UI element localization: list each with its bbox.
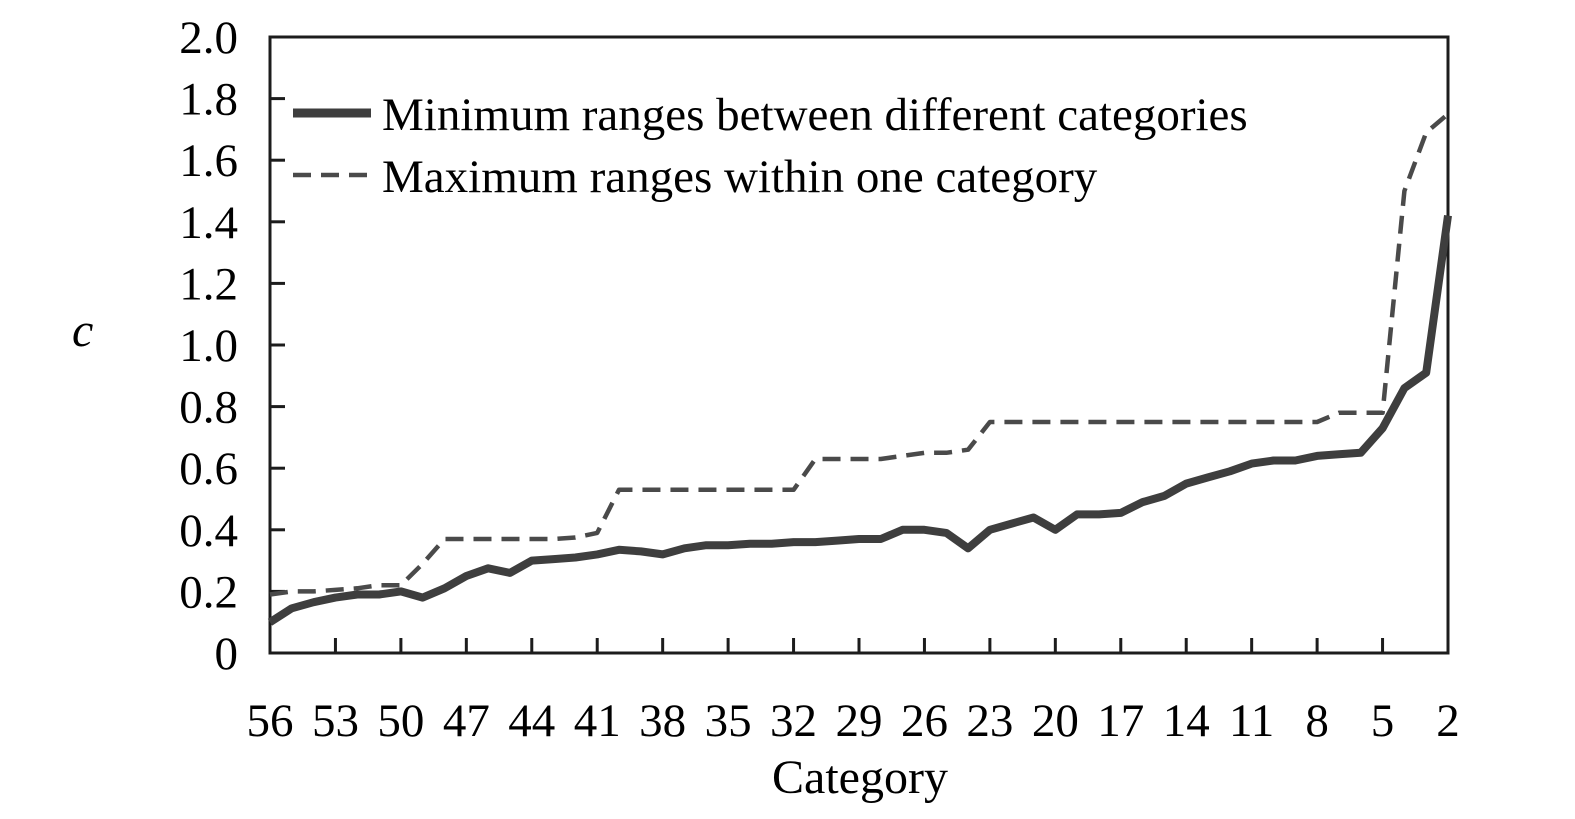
x-tick-label: 20 — [1032, 695, 1079, 747]
y-tick-label: 0 — [215, 628, 239, 680]
x-tick-label: 47 — [443, 695, 490, 747]
x-tick-label: 5 — [1371, 695, 1395, 747]
x-tick-label: 41 — [574, 695, 621, 747]
y-tick-label: 0.6 — [179, 443, 238, 495]
x-tick-label: 23 — [966, 695, 1013, 747]
y-tick-label: 2.0 — [179, 12, 238, 64]
x-tick-label: 32 — [770, 695, 817, 747]
x-tick-label: 26 — [901, 695, 948, 747]
x-tick-label: 50 — [377, 695, 424, 747]
x-tick-label: 35 — [705, 695, 752, 747]
series-line-minimum — [267, 215, 1452, 626]
legend-label-minimum-ranges: Minimum ranges between different categor… — [382, 89, 1248, 141]
x-tick-label: 8 — [1305, 695, 1329, 747]
plot-area: 0 0.2 0.4 0.6 0.8 1.0 1.2 1.4 1.6 1.8 2.0 56 53 50 47 4… — [179, 12, 1460, 747]
x-tick-label: 17 — [1097, 695, 1144, 747]
x-tick-label: 53 — [312, 695, 359, 747]
y-tick-label: 0.2 — [179, 566, 238, 618]
x-tick-label: 11 — [1229, 695, 1274, 747]
x-tick-label: 14 — [1163, 695, 1210, 747]
y-tick-label: 0.4 — [179, 505, 238, 557]
y-tick-label: 1.4 — [179, 197, 238, 249]
x-tick-label: 2 — [1436, 695, 1460, 747]
y-tick-label: 1.2 — [179, 258, 238, 310]
x-tick-label: 56 — [247, 695, 294, 747]
y-axis-title: c — [72, 304, 93, 357]
y-tick-label: 1.0 — [179, 320, 238, 372]
x-axis-title: Category — [772, 751, 948, 804]
legend-label-maximum-ranges: Maximum ranges within one category — [382, 151, 1098, 203]
x-tick-label: 44 — [508, 695, 555, 747]
y-tick-label: 1.8 — [179, 74, 238, 126]
x-tick-label: 38 — [639, 695, 686, 747]
x-tick-label: 29 — [836, 695, 883, 747]
plot-frame — [268, 35, 1450, 655]
y-tick-label: 1.6 — [179, 135, 238, 187]
y-tick-label: 0.8 — [179, 382, 238, 434]
series-line-maximum — [269, 112, 1450, 597]
